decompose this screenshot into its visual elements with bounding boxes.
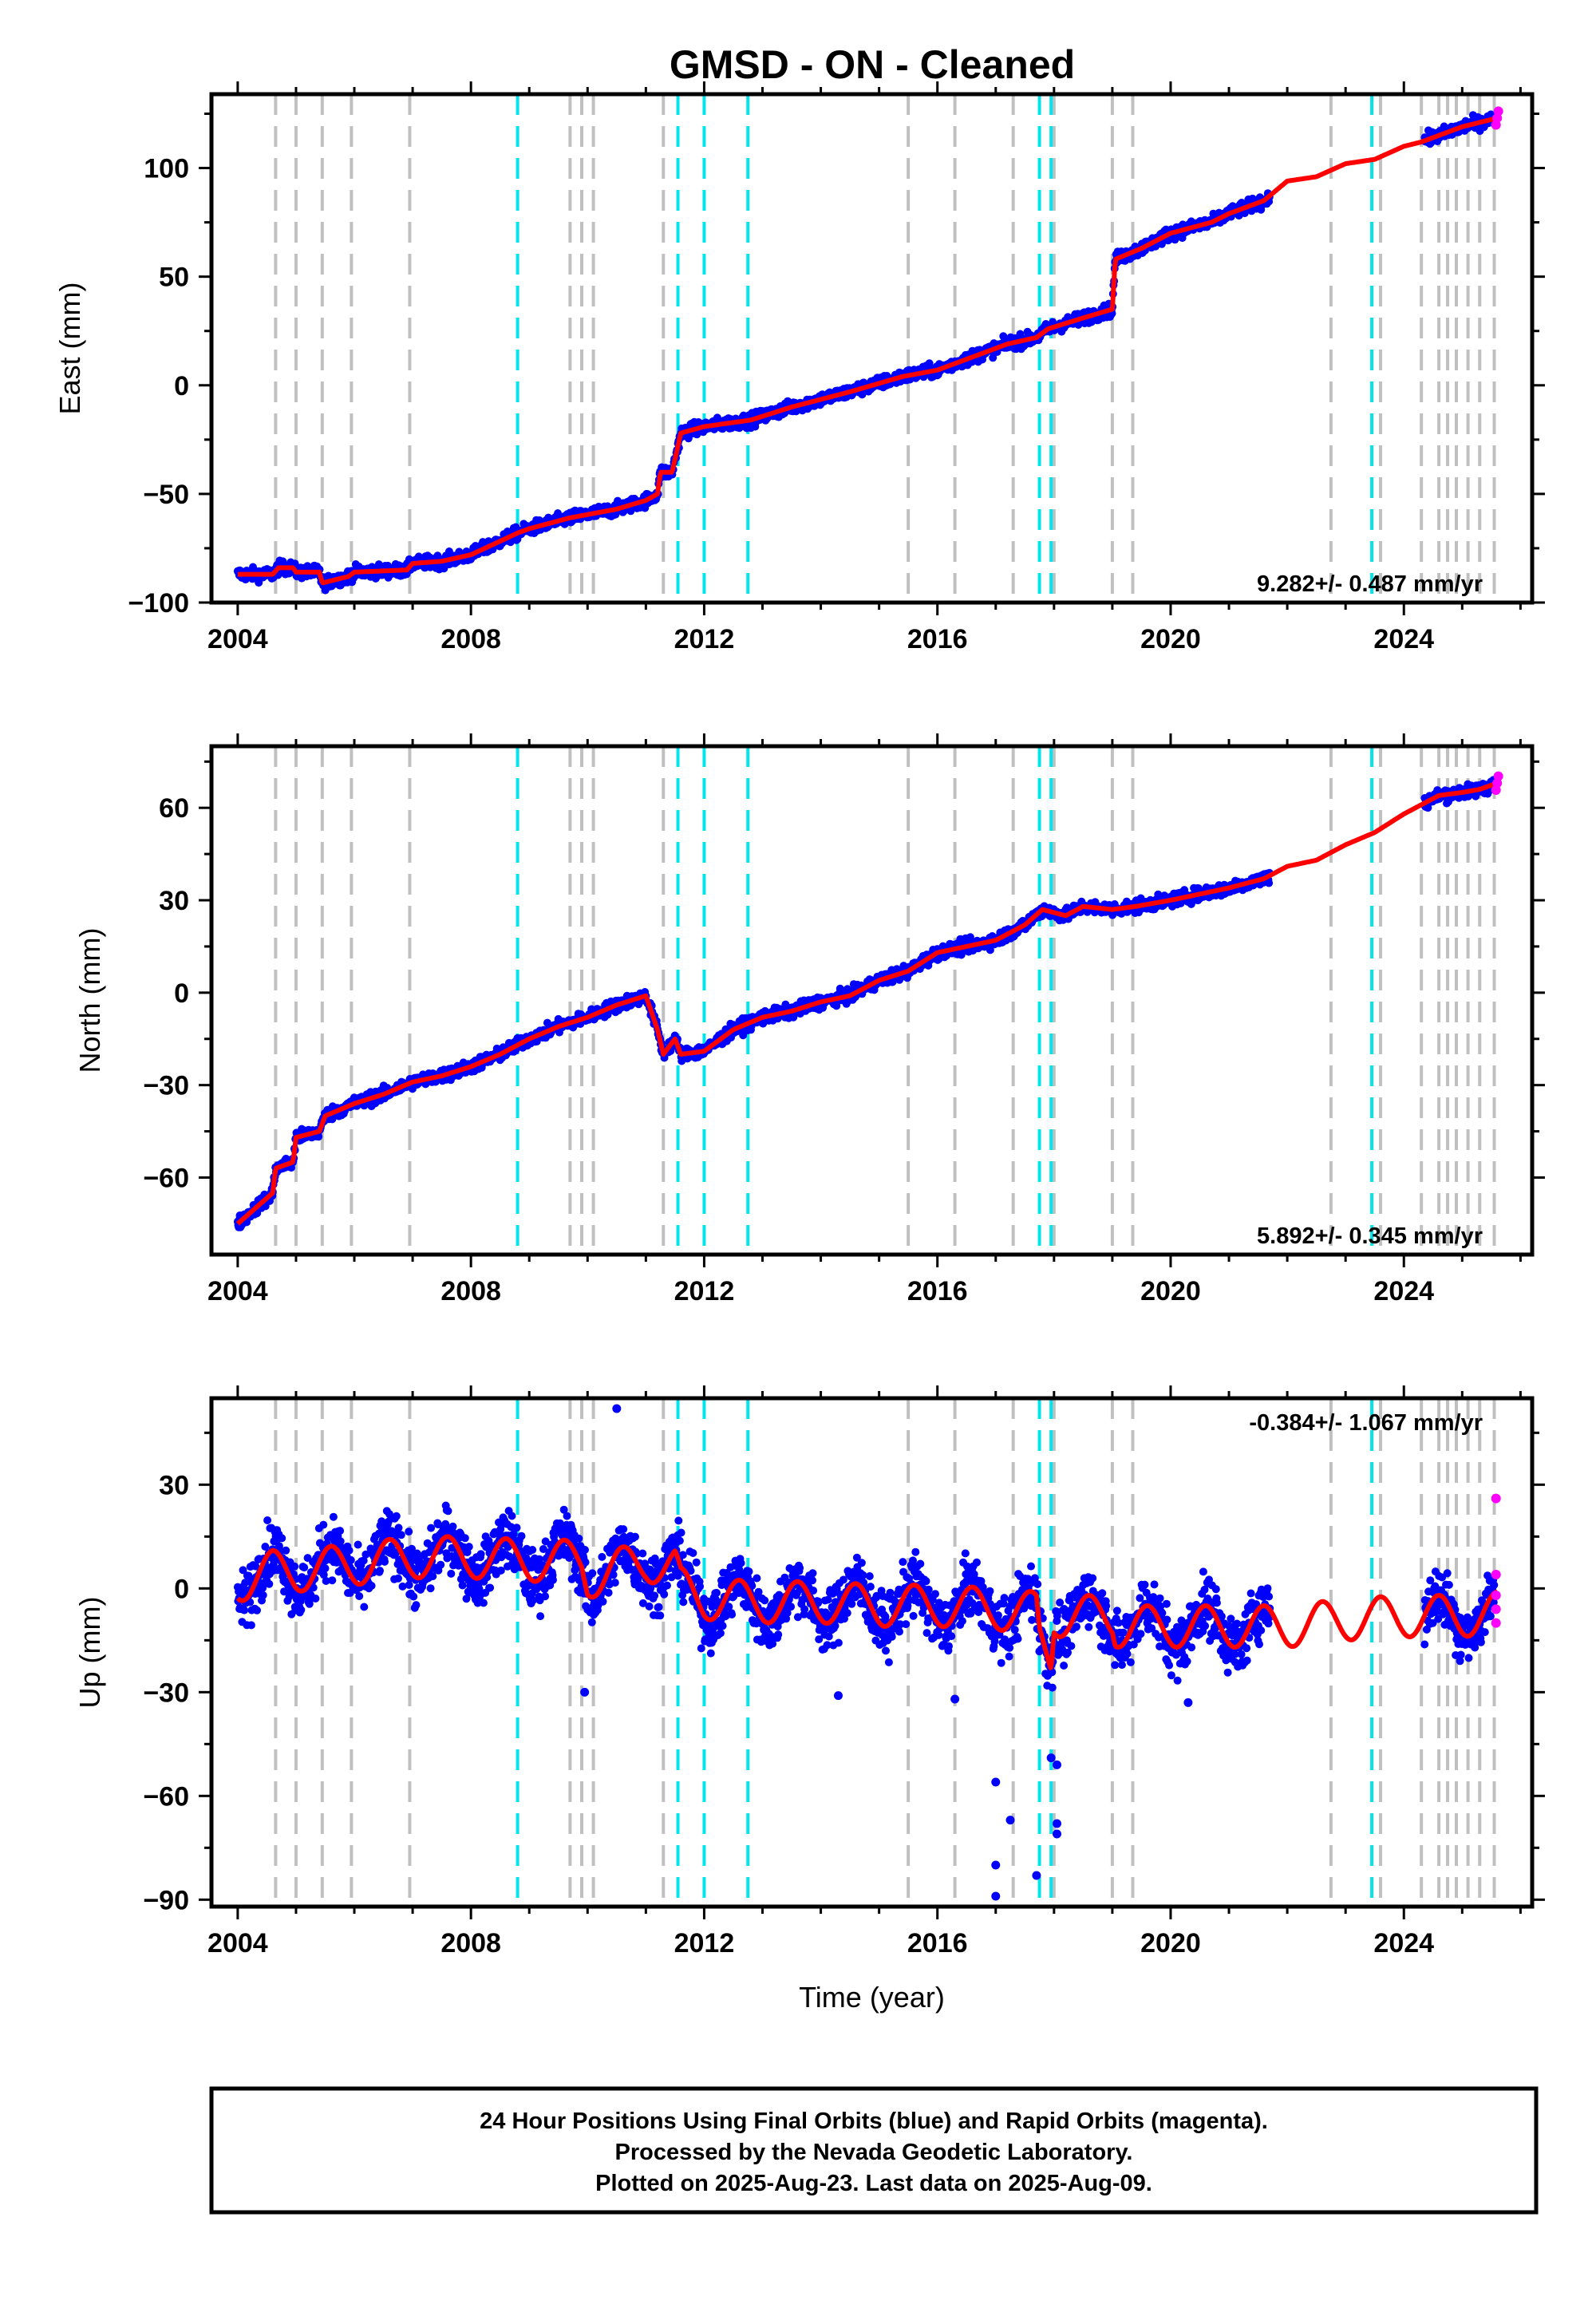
data-point [397, 1531, 405, 1539]
data-point [444, 1507, 452, 1516]
north-panel: 2004 2008 2012 2016 2020 2024 −60 −30 0 30 60 North… [73, 733, 1545, 1306]
x-tick-label-1: 2008 [440, 624, 501, 654]
y-tick-label-0: −60 [143, 1163, 189, 1193]
rate-label: 5.892+/- 0.345 mm/yr [1257, 1223, 1483, 1249]
rate-label: 9.282+/- 0.487 mm/yr [1257, 571, 1483, 597]
y-tick-label-0: −100 [128, 588, 189, 619]
y-axis-label: North (mm) [73, 928, 106, 1073]
y-axis-label: East (mm) [53, 283, 86, 415]
data-point [409, 1592, 418, 1601]
rapid-orbit-point-2 [1493, 106, 1503, 117]
data-point [460, 1534, 469, 1543]
y-tick-label-4: 60 [159, 793, 189, 824]
data-point [1265, 879, 1274, 887]
data-point [321, 1564, 330, 1573]
y-tick-label-2: 0 [174, 978, 189, 1009]
data-point [259, 1591, 267, 1599]
data-point [381, 1557, 389, 1566]
x-tick-label-2: 2012 [674, 624, 735, 654]
data-point [282, 1546, 290, 1555]
chart-title: GMSD - ON - Cleaned [670, 42, 1075, 87]
x-tick-label-1: 2008 [440, 1276, 501, 1306]
data-point [447, 1569, 456, 1578]
data-point [405, 1528, 413, 1536]
data-point [354, 1540, 362, 1549]
data-point [290, 1562, 299, 1571]
data-point [300, 1563, 309, 1572]
data-point [392, 1512, 401, 1520]
data-point [240, 1606, 249, 1614]
data-point [319, 1520, 328, 1529]
data-point [328, 1576, 337, 1585]
data-point [311, 1595, 320, 1603]
data-point [394, 1574, 402, 1583]
final-orbit-points [233, 776, 1499, 1231]
data-point [336, 1527, 345, 1535]
data-point [278, 1534, 286, 1543]
data-point [360, 1603, 369, 1611]
data-point [253, 1606, 261, 1614]
data-point [412, 1601, 421, 1610]
x-tick-label-4: 2020 [1140, 624, 1201, 654]
x-tick-label-0: 2004 [207, 1276, 268, 1306]
model-curve-0 [235, 781, 1499, 1226]
data-point [345, 1546, 354, 1555]
data-point [329, 1512, 338, 1521]
x-tick-label-3: 2016 [907, 624, 968, 654]
east-panel: 2004 2008 2012 2016 2020 2024 −100 −50 0 50 100 Eas… [53, 81, 1545, 654]
y-tick-label-3: 50 [159, 263, 189, 293]
y-tick-label-1: −30 [143, 1071, 189, 1101]
data-point [464, 1543, 473, 1551]
data-point [394, 1524, 403, 1532]
y-tick-label-3: 30 [159, 886, 189, 916]
x-tick-label-4: 2020 [1140, 1276, 1201, 1306]
data-point [355, 1592, 364, 1600]
model-curve-0 [236, 116, 1499, 586]
rapid-orbit-point-2 [1493, 771, 1503, 781]
y-tick-label-4: 100 [144, 154, 189, 184]
x-tick-label-2: 2012 [674, 1276, 735, 1306]
data-point [346, 1555, 355, 1564]
data-point [263, 1516, 272, 1524]
data-point [437, 1560, 445, 1569]
data-point [427, 1524, 436, 1532]
x-tick-label-3: 2016 [907, 1276, 968, 1306]
data-point [247, 1621, 255, 1630]
data-point [367, 1582, 376, 1590]
x-tick-label-0: 2004 [207, 624, 268, 654]
y-tick-label-1: −50 [143, 480, 189, 510]
data-point [376, 1567, 384, 1575]
x-tick-label-5: 2024 [1373, 1276, 1434, 1306]
y-tick-label-2: 0 [174, 371, 189, 401]
data-point [426, 1584, 435, 1593]
x-tick-label-5: 2024 [1373, 624, 1434, 654]
data-point [265, 1579, 274, 1588]
data-point [297, 1606, 306, 1614]
final-orbit-points [233, 110, 1499, 595]
